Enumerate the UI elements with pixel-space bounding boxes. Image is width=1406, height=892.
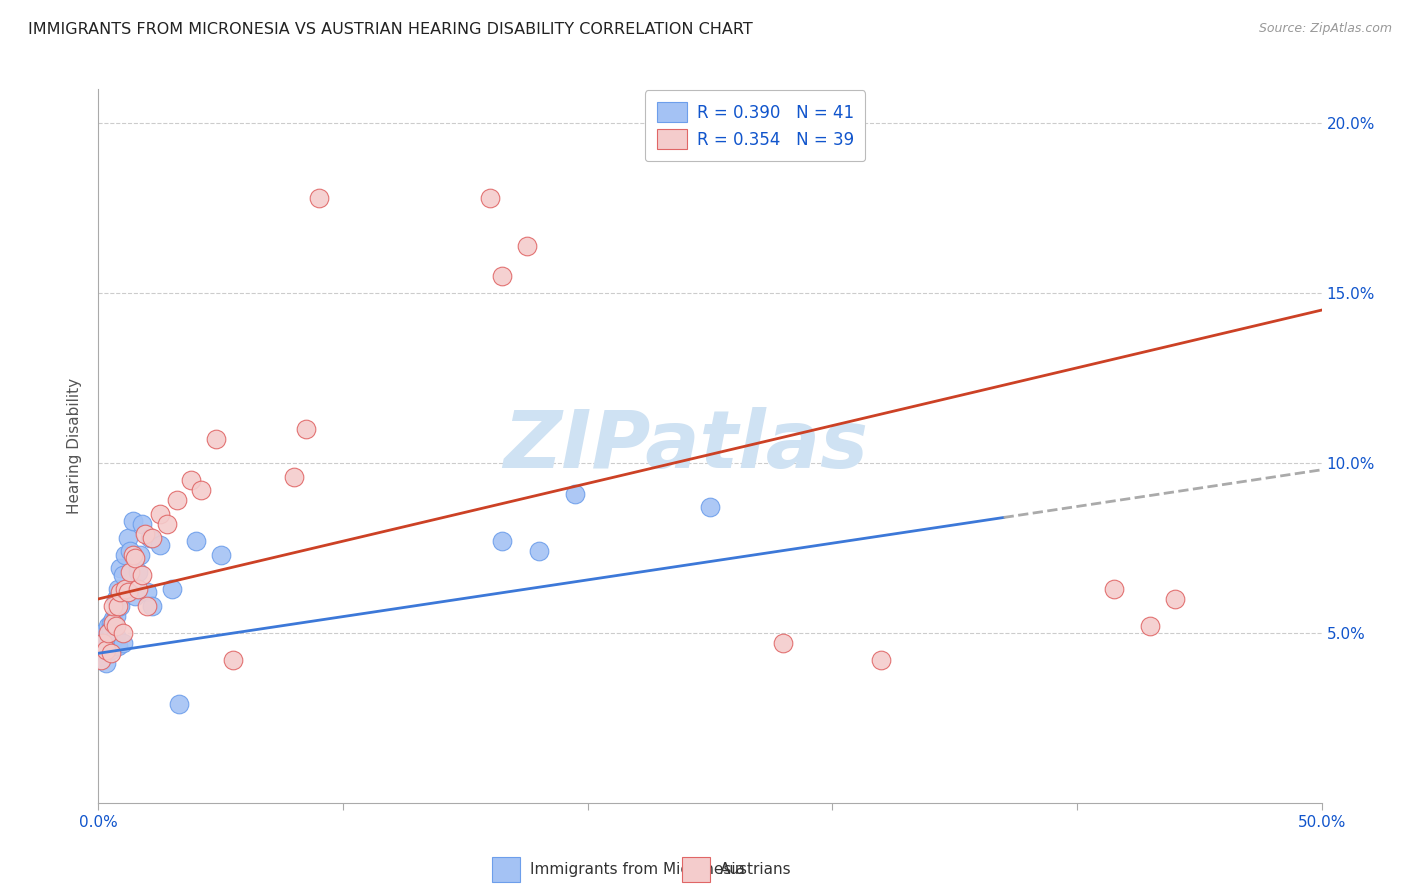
Point <box>564 486 586 500</box>
Point <box>149 537 172 551</box>
Text: Immigrants from Micronesia: Immigrants from Micronesia <box>530 863 745 877</box>
Point <box>120 544 142 558</box>
Point <box>104 629 127 643</box>
Point <box>772 636 794 650</box>
Point <box>94 643 117 657</box>
Point <box>139 531 162 545</box>
Point <box>149 507 172 521</box>
Point <box>104 608 127 623</box>
Point <box>100 623 122 637</box>
Point <box>90 646 112 660</box>
Point <box>515 238 537 252</box>
Point <box>527 544 550 558</box>
Point <box>156 517 179 532</box>
Text: Austrians: Austrians <box>720 863 792 877</box>
Point <box>186 534 208 549</box>
Point <box>283 469 305 483</box>
Point <box>104 591 127 606</box>
Point <box>107 582 129 596</box>
Point <box>94 657 117 671</box>
Point <box>97 626 120 640</box>
Point <box>180 473 202 487</box>
Point <box>160 582 183 596</box>
Point <box>167 698 190 712</box>
Point <box>134 527 156 541</box>
Point <box>870 653 893 667</box>
Point <box>110 599 132 613</box>
Point <box>101 612 124 626</box>
Point <box>136 585 159 599</box>
Point <box>1164 591 1187 606</box>
Point <box>104 619 127 633</box>
Point <box>97 619 120 633</box>
Point <box>90 653 112 667</box>
Point <box>131 517 153 532</box>
Point <box>121 514 143 528</box>
Point <box>107 640 129 654</box>
Point <box>222 653 245 667</box>
Point <box>91 626 114 640</box>
Point <box>101 599 124 613</box>
Point <box>120 565 142 579</box>
Point <box>295 422 318 436</box>
Text: Source: ZipAtlas.com: Source: ZipAtlas.com <box>1258 22 1392 36</box>
Point <box>94 632 117 647</box>
Point <box>190 483 212 498</box>
Point <box>110 585 132 599</box>
Point <box>478 191 501 205</box>
Point <box>205 432 228 446</box>
Point <box>121 548 143 562</box>
Point <box>100 646 122 660</box>
Point <box>124 589 146 603</box>
Point <box>100 643 122 657</box>
Point <box>101 615 124 630</box>
Point <box>117 531 139 545</box>
Point <box>111 626 134 640</box>
Point <box>110 561 132 575</box>
Point <box>1139 619 1161 633</box>
Point <box>111 636 134 650</box>
Point <box>100 615 122 630</box>
Point <box>141 599 163 613</box>
Point <box>491 534 513 549</box>
Point <box>91 649 114 664</box>
Point <box>166 493 188 508</box>
Point <box>131 568 153 582</box>
Y-axis label: Hearing Disability: Hearing Disability <box>67 378 83 514</box>
Point <box>1102 582 1125 596</box>
Point <box>491 269 513 284</box>
Point <box>101 632 124 647</box>
FancyBboxPatch shape <box>682 857 710 882</box>
Text: ZIPatlas: ZIPatlas <box>503 407 868 485</box>
Point <box>209 548 232 562</box>
FancyBboxPatch shape <box>492 857 520 882</box>
Point <box>111 568 134 582</box>
Point <box>91 636 114 650</box>
Legend: R = 0.390   N = 41, R = 0.354   N = 39: R = 0.390 N = 41, R = 0.354 N = 39 <box>645 90 866 161</box>
Point <box>141 531 163 545</box>
Point <box>97 636 120 650</box>
Point <box>107 599 129 613</box>
Text: IMMIGRANTS FROM MICRONESIA VS AUSTRIAN HEARING DISABILITY CORRELATION CHART: IMMIGRANTS FROM MICRONESIA VS AUSTRIAN H… <box>28 22 752 37</box>
Point <box>699 500 721 515</box>
Point <box>129 548 152 562</box>
Point <box>136 599 159 613</box>
Point <box>127 565 149 579</box>
Point <box>127 582 149 596</box>
Point <box>308 191 330 205</box>
Point <box>117 585 139 599</box>
Point <box>114 548 136 562</box>
Point <box>114 582 136 596</box>
Point <box>124 551 146 566</box>
